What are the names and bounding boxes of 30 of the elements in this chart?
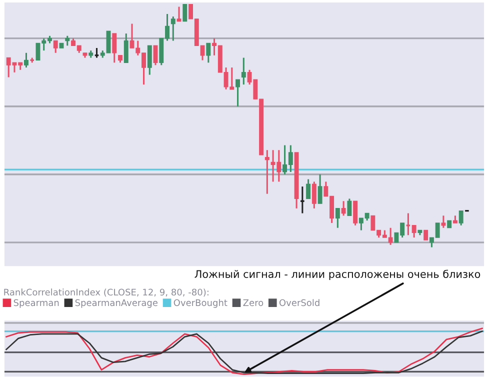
candlestick — [347, 198, 352, 216]
candlestick — [236, 78, 240, 108]
candlestick — [424, 230, 428, 240]
candlestick — [353, 200, 358, 226]
candlestick — [241, 57, 246, 86]
candlestick — [306, 178, 311, 200]
candlestick — [112, 32, 117, 64]
legend-label: OverSold — [279, 299, 320, 306]
candlestick — [412, 224, 416, 238]
legend-label: SpearmanAverage — [75, 299, 158, 308]
text: Ложный сигнал - линии расположены очень близко — [194, 270, 480, 280]
candlestick — [147, 44, 152, 76]
candlestick — [458, 210, 464, 226]
candlestick — [335, 208, 340, 229]
candlestick — [312, 180, 316, 210]
candlestick — [441, 214, 446, 229]
candlestick — [124, 32, 128, 64]
candlestick — [318, 174, 322, 204]
candlestick — [24, 52, 28, 68]
legend-title: RankCorrelationIndex (CLOSE, 12, 9, 80, -80): — [4, 288, 208, 297]
candlestick — [53, 40, 58, 54]
candlestick — [170, 16, 176, 42]
candlestick — [264, 149, 270, 195]
legend-label: Spearman — [14, 299, 59, 308]
candlestick — [341, 200, 346, 216]
legend-label: OverBought — [174, 299, 228, 308]
candlestick — [182, 4, 188, 22]
legend-label: Zero — [243, 299, 264, 306]
candlestick — [65, 35, 70, 46]
candlestick — [206, 42, 211, 64]
